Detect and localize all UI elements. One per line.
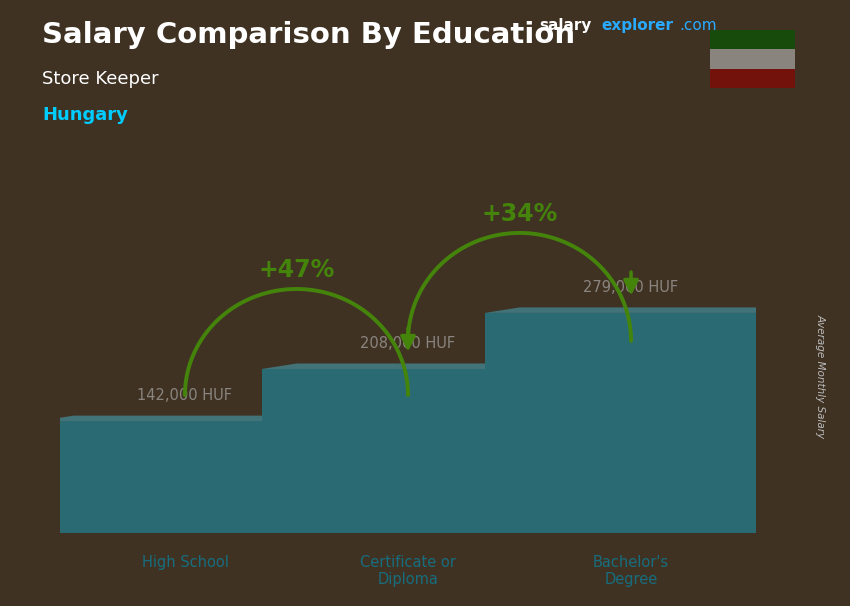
Polygon shape: [262, 364, 590, 369]
Bar: [710, 68, 795, 88]
Polygon shape: [332, 416, 366, 533]
Polygon shape: [38, 416, 366, 421]
Polygon shape: [554, 364, 590, 533]
Text: Certificate or
Diploma: Certificate or Diploma: [360, 555, 456, 587]
Text: Store Keeper: Store Keeper: [42, 70, 159, 88]
Text: Hungary: Hungary: [42, 106, 128, 124]
Text: +34%: +34%: [481, 202, 558, 225]
Bar: [710, 30, 795, 50]
Text: explorer: explorer: [601, 18, 673, 33]
Text: .com: .com: [679, 18, 717, 33]
Text: High School: High School: [141, 555, 229, 570]
Text: Salary Comparison By Education: Salary Comparison By Education: [42, 21, 575, 49]
Polygon shape: [38, 421, 332, 533]
Text: 208,000 HUF: 208,000 HUF: [360, 336, 456, 351]
Text: +47%: +47%: [258, 258, 335, 282]
Polygon shape: [262, 369, 554, 533]
Text: 142,000 HUF: 142,000 HUF: [138, 388, 232, 403]
Bar: [710, 50, 795, 68]
Text: 279,000 HUF: 279,000 HUF: [583, 280, 678, 295]
Text: Average Monthly Salary: Average Monthly Salary: [815, 314, 825, 438]
Polygon shape: [484, 313, 778, 533]
Polygon shape: [778, 307, 813, 533]
Text: Bachelor's
Degree: Bachelor's Degree: [593, 555, 669, 587]
Polygon shape: [484, 307, 813, 313]
Text: salary: salary: [540, 18, 592, 33]
